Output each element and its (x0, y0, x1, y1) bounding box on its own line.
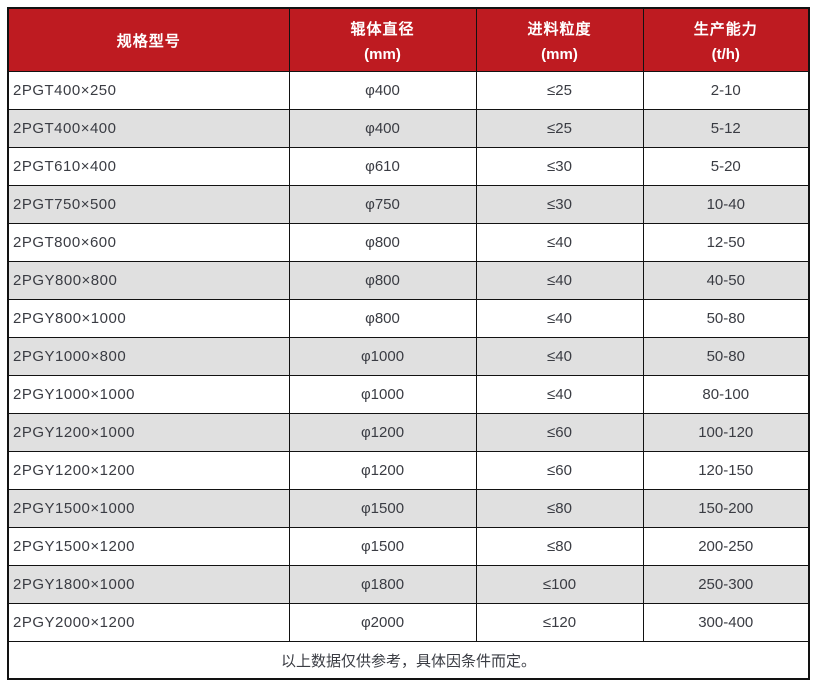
cell-capacity: 5-12 (642, 109, 810, 148)
table-row: 2PGY800×1000 φ800 ≤40 50-80 (7, 299, 810, 338)
table-footer: 以上数据仅供参考，具体因条件而定。 (7, 641, 810, 680)
cell-roller-diameter: φ750 (288, 185, 477, 224)
cell-model: 2PGY2000×1200 (7, 603, 290, 642)
cell-roller-diameter: φ1000 (288, 375, 477, 414)
cell-feed-size: ≤40 (475, 261, 644, 300)
column-header-feed-size-unit: (mm) (541, 45, 578, 63)
header-row: 规格型号 辊体直径 (mm) 进料粒度 (mm) 生产能力 (t/h) (7, 7, 810, 72)
cell-feed-size: ≤30 (475, 185, 644, 224)
cell-feed-size: ≤80 (475, 489, 644, 528)
table-body: 2PGT400×250 φ400 ≤25 2-10 2PGT400×400 φ4… (7, 71, 810, 642)
cell-model: 2PGY1500×1000 (7, 489, 290, 528)
cell-capacity: 200-250 (642, 527, 810, 566)
cell-capacity: 120-150 (642, 451, 810, 490)
column-header-roller-diameter-title: 辊体直径 (350, 20, 415, 38)
spec-table: 规格型号 辊体直径 (mm) 进料粒度 (mm) 生产能力 (t/h) 2PGT… (7, 7, 810, 680)
cell-capacity: 40-50 (642, 261, 810, 300)
cell-model: 2PGY1000×800 (7, 337, 290, 376)
cell-capacity: 10-40 (642, 185, 810, 224)
table-row: 2PGT610×400 φ610 ≤30 5-20 (7, 147, 810, 186)
column-header-feed-size: 进料粒度 (mm) (475, 7, 644, 72)
cell-model: 2PGY1200×1000 (7, 413, 290, 452)
cell-feed-size: ≤40 (475, 375, 644, 414)
column-header-roller-diameter: 辊体直径 (mm) (288, 7, 477, 72)
cell-capacity: 5-20 (642, 147, 810, 186)
cell-capacity: 100-120 (642, 413, 810, 452)
cell-roller-diameter: φ800 (288, 299, 477, 338)
cell-roller-diameter: φ1000 (288, 337, 477, 376)
cell-model: 2PGY1500×1200 (7, 527, 290, 566)
cell-feed-size: ≤80 (475, 527, 644, 566)
table-row: 2PGY1500×1000 φ1500 ≤80 150-200 (7, 489, 810, 528)
cell-roller-diameter: φ800 (288, 223, 477, 262)
cell-roller-diameter: φ1800 (288, 565, 477, 604)
table-row: 2PGY1200×1000 φ1200 ≤60 100-120 (7, 413, 810, 452)
cell-feed-size: ≤25 (475, 71, 644, 110)
cell-capacity: 80-100 (642, 375, 810, 414)
footer-row: 以上数据仅供参考，具体因条件而定。 (7, 641, 810, 680)
cell-roller-diameter: φ1500 (288, 527, 477, 566)
table-row: 2PGY1800×1000 φ1800 ≤100 250-300 (7, 565, 810, 604)
column-header-capacity: 生产能力 (t/h) (642, 7, 810, 72)
table-row: 2PGY1200×1200 φ1200 ≤60 120-150 (7, 451, 810, 490)
cell-capacity: 300-400 (642, 603, 810, 642)
table-row: 2PGY800×800 φ800 ≤40 40-50 (7, 261, 810, 300)
cell-feed-size: ≤60 (475, 413, 644, 452)
cell-feed-size: ≤25 (475, 109, 644, 148)
table-header: 规格型号 辊体直径 (mm) 进料粒度 (mm) 生产能力 (t/h) (7, 7, 810, 72)
cell-roller-diameter: φ1200 (288, 451, 477, 490)
cell-model: 2PGT400×400 (7, 109, 290, 148)
cell-model: 2PGY1800×1000 (7, 565, 290, 604)
cell-model: 2PGY1200×1200 (7, 451, 290, 490)
cell-feed-size: ≤30 (475, 147, 644, 186)
cell-roller-diameter: φ610 (288, 147, 477, 186)
table-row: 2PGY1500×1200 φ1500 ≤80 200-250 (7, 527, 810, 566)
column-header-capacity-unit: (t/h) (711, 45, 740, 63)
cell-roller-diameter: φ400 (288, 71, 477, 110)
table-row: 2PGY2000×1200 φ2000 ≤120 300-400 (7, 603, 810, 642)
cell-model: 2PGT610×400 (7, 147, 290, 186)
cell-roller-diameter: φ1500 (288, 489, 477, 528)
footer-note: 以上数据仅供参考，具体因条件而定。 (7, 641, 810, 680)
cell-roller-diameter: φ2000 (288, 603, 477, 642)
cell-model: 2PGT800×600 (7, 223, 290, 262)
column-header-model-title: 规格型号 (116, 32, 181, 50)
cell-feed-size: ≤40 (475, 337, 644, 376)
cell-model: 2PGT750×500 (7, 185, 290, 224)
cell-feed-size: ≤40 (475, 299, 644, 338)
cell-capacity: 12-50 (642, 223, 810, 262)
table-row: 2PGT750×500 φ750 ≤30 10-40 (7, 185, 810, 224)
table-row: 2PGY1000×800 φ1000 ≤40 50-80 (7, 337, 810, 376)
table-row: 2PGT400×250 φ400 ≤25 2-10 (7, 71, 810, 110)
cell-capacity: 2-10 (642, 71, 810, 110)
cell-capacity: 250-300 (642, 565, 810, 604)
cell-feed-size: ≤60 (475, 451, 644, 490)
cell-roller-diameter: φ800 (288, 261, 477, 300)
column-header-roller-diameter-unit: (mm) (364, 45, 401, 63)
table-row: 2PGT400×400 φ400 ≤25 5-12 (7, 109, 810, 148)
cell-model: 2PGY800×1000 (7, 299, 290, 338)
cell-feed-size: ≤40 (475, 223, 644, 262)
table-row: 2PGY1000×1000 φ1000 ≤40 80-100 (7, 375, 810, 414)
cell-model: 2PGY1000×1000 (7, 375, 290, 414)
column-header-feed-size-title: 进料粒度 (527, 20, 592, 38)
cell-roller-diameter: φ400 (288, 109, 477, 148)
cell-capacity: 50-80 (642, 299, 810, 338)
cell-roller-diameter: φ1200 (288, 413, 477, 452)
cell-model: 2PGY800×800 (7, 261, 290, 300)
column-header-model: 规格型号 (7, 7, 290, 72)
cell-capacity: 50-80 (642, 337, 810, 376)
cell-model: 2PGT400×250 (7, 71, 290, 110)
cell-capacity: 150-200 (642, 489, 810, 528)
column-header-capacity-title: 生产能力 (693, 20, 758, 38)
cell-feed-size: ≤100 (475, 565, 644, 604)
cell-feed-size: ≤120 (475, 603, 644, 642)
table-row: 2PGT800×600 φ800 ≤40 12-50 (7, 223, 810, 262)
